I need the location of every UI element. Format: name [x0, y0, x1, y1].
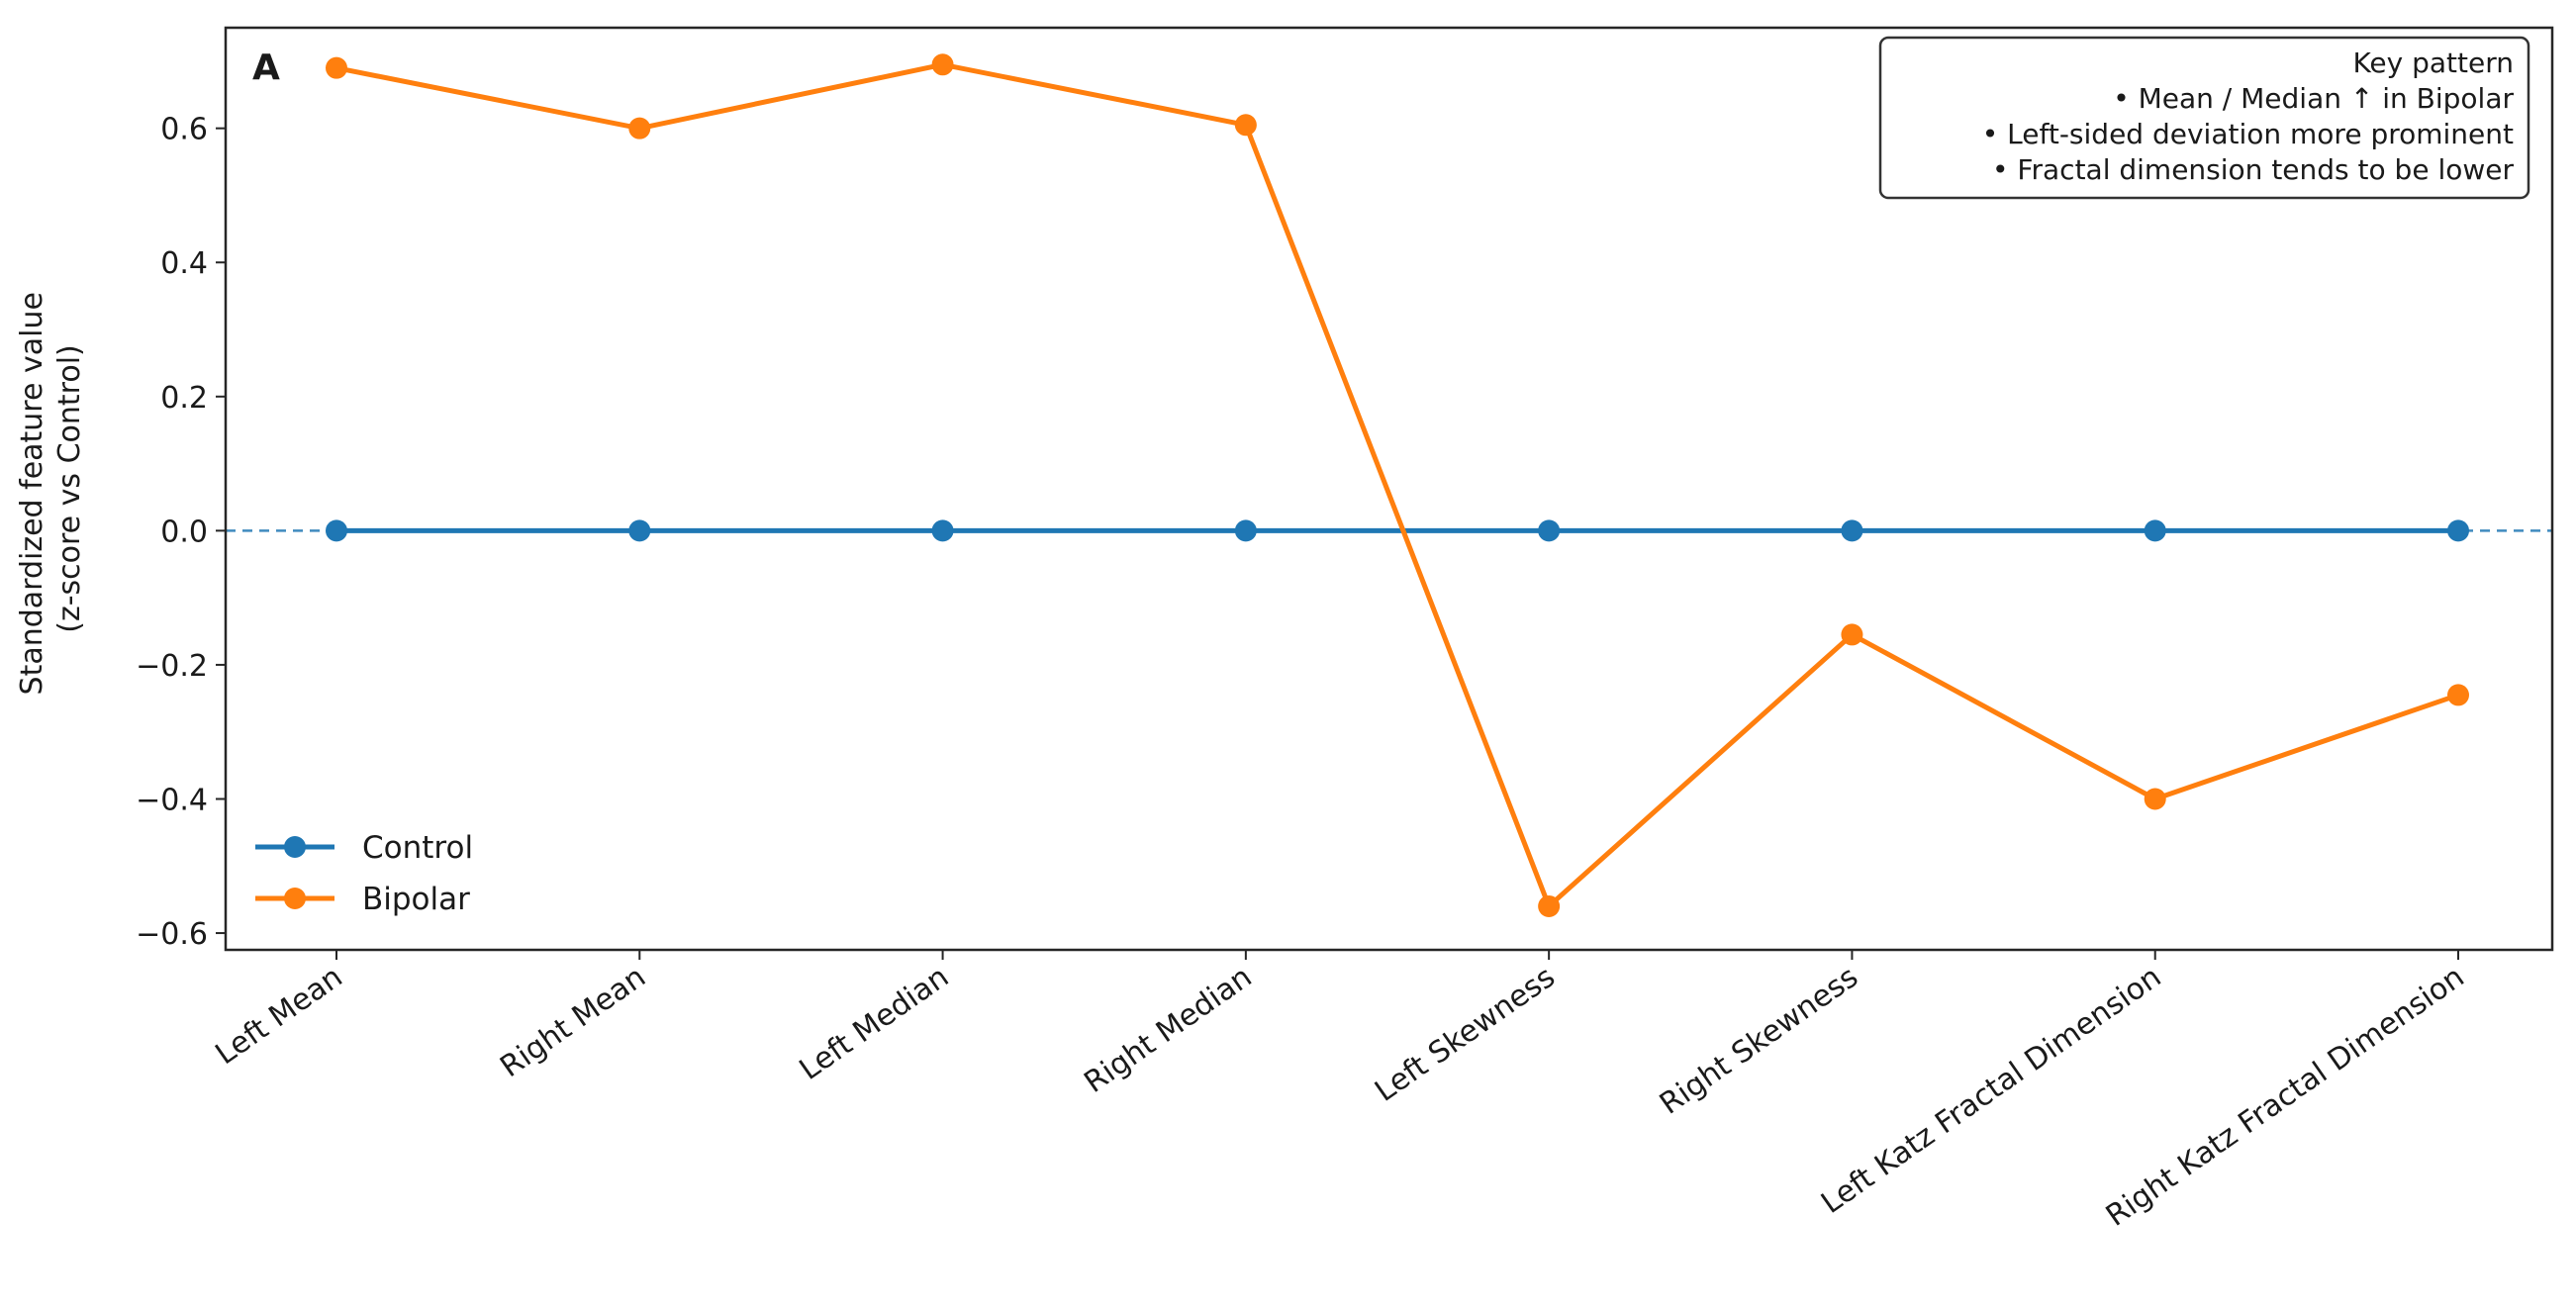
data-point-bipolar-left-mean — [326, 56, 347, 79]
plot-frame — [224, 26, 2554, 952]
y-tick-label: 0.0 — [160, 515, 208, 549]
data-point-control-right-skewness — [1841, 519, 1863, 542]
legend-bipolar-marker — [284, 888, 306, 909]
data-point-bipolar-left-katz-fractal-dimension — [2144, 788, 2166, 810]
data-point-bipolar-right-mean — [628, 117, 651, 140]
y-axis-label-line-2: (z-score vs Control) — [52, 344, 87, 633]
data-point-bipolar-right-skewness — [1841, 623, 1863, 646]
y-axis: −0.6 −0.4 −0.2 0.0 0.2 0.4 0.6 — [136, 113, 226, 952]
data-point-bipolar-left-skewness — [1538, 894, 1561, 917]
y-tick-label: −0.2 — [136, 649, 208, 684]
y-tick-label: 0.2 — [160, 381, 208, 416]
key-pattern-note: Key pattern • Mean / Median ↑ in Bipolar… — [1878, 36, 2530, 200]
y-axis-label-line-1: Standardized feature value — [15, 292, 49, 695]
note-line-1: • Mean / Median ↑ in Bipolar — [2113, 82, 2514, 115]
note-title: Key pattern — [2352, 47, 2514, 79]
note-line-2: • Left-sided deviation more prominent — [1982, 118, 2514, 150]
data-point-control-left-skewness — [1538, 519, 1561, 542]
y-axis-label: Standardized feature value (z-score vs C… — [15, 283, 87, 696]
data-point-control-right-katz-fractal-dimension — [2447, 519, 2469, 542]
y-tick-label: −0.6 — [136, 917, 208, 952]
series-layer — [326, 53, 2469, 917]
data-point-bipolar-right-median — [1234, 114, 1257, 137]
data-point-bipolar-left-median — [931, 53, 954, 76]
data-point-control-left-katz-fractal-dimension — [2144, 519, 2166, 542]
data-point-control-left-median — [931, 519, 954, 542]
data-point-control-right-mean — [628, 519, 651, 542]
y-tick-label: 0.6 — [160, 113, 208, 147]
y-tick-label: −0.4 — [136, 783, 208, 817]
legend-bipolar-label: Bipolar — [362, 882, 470, 917]
data-point-control-right-median — [1234, 519, 1257, 542]
note-line-3: • Fractal dimension tends to be lower — [1992, 153, 2514, 186]
panel-label: A — [252, 47, 280, 88]
y-tick-label: 0.4 — [160, 246, 208, 281]
legend: Control Bipolar — [255, 830, 473, 917]
legend-control-marker — [284, 836, 306, 858]
legend-control-label: Control — [362, 830, 473, 866]
note-box — [1878, 36, 2530, 200]
data-point-control-left-mean — [326, 519, 347, 542]
series-line-bipolar — [334, 61, 2461, 909]
data-point-bipolar-right-katz-fractal-dimension — [2447, 684, 2469, 706]
